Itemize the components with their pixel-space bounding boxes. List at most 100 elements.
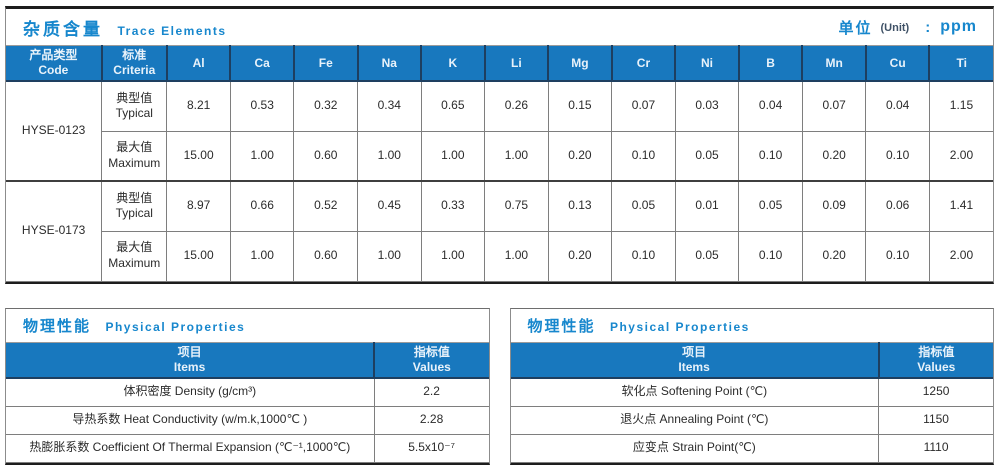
element-header: Cr xyxy=(610,45,676,82)
phys-header-row: 项目 Items 指标值 Values xyxy=(510,341,993,379)
table-row: 体积密度 Density (g/cm³) 2.2 xyxy=(6,377,489,407)
element-header: B xyxy=(737,45,803,82)
value-cell: 0.20 xyxy=(801,230,867,282)
value-cell: 0.04 xyxy=(738,80,803,132)
phys-title-cn: 物理性能 xyxy=(23,317,92,335)
value-cell: 15.00 xyxy=(166,230,231,282)
criteria-cell: 最大值 Maximum xyxy=(101,130,168,182)
phys-header-row: 项目 Items 指标值 Values xyxy=(6,341,489,379)
product-code-cell: HYSE-0123 xyxy=(6,80,103,182)
value-cell: 0.05 xyxy=(674,230,740,282)
value-cell: 0.52 xyxy=(293,180,359,232)
value-cell: 0.10 xyxy=(611,230,676,282)
table-row: 最大值 Maximum 15.00 1.00 0.60 1.00 1.00 1.… xyxy=(6,130,993,182)
table-row: 软化点 Softening Point (℃) 1250 xyxy=(510,377,993,407)
value-cell: 8.97 xyxy=(166,180,231,232)
table-row: HYSE-0173 典型值 Typical 8.97 0.66 0.52 0.4… xyxy=(6,180,993,282)
value-cell: 1.00 xyxy=(420,230,486,282)
criteria-cell: 典型值 Typical xyxy=(101,80,168,132)
value-cell: 1.00 xyxy=(229,130,295,182)
phys-title-en: Physical Properties xyxy=(105,319,246,334)
property-item-cell: 体积密度 Density (g/cm³) xyxy=(6,377,375,407)
value-cell: 0.75 xyxy=(484,180,549,232)
trace-table: 产品类型 Code 标准 Criteria Al Ca Fe Na K Li M… xyxy=(6,45,993,282)
value-cell: 15.00 xyxy=(166,130,231,182)
col-header-product: 产品类型 Code xyxy=(6,45,102,82)
element-header: K xyxy=(420,45,485,82)
phys-right-title-row: 物理性能 Physical Properties xyxy=(510,308,993,342)
element-header: Cu xyxy=(864,45,930,82)
value-cell: 0.05 xyxy=(611,180,676,232)
unit-indicator: 单位 (Unit) : ppm xyxy=(838,17,977,38)
value-cell: 1.00 xyxy=(357,230,422,282)
col-header-items: 项目 Items xyxy=(510,341,879,379)
value-cell: 1.41 xyxy=(928,180,993,232)
table-row: 热膨胀系数 Coefficient Of Thermal Expansion (… xyxy=(6,433,489,463)
criteria-cell: 典型值 Typical xyxy=(101,180,168,232)
value-cell: 0.34 xyxy=(357,80,422,132)
phys-right-title: 物理性能 Physical Properties xyxy=(528,315,750,336)
product-code-cell: HYSE-0173 xyxy=(6,180,103,282)
value-cell: 8.21 xyxy=(166,80,231,132)
property-value-cell: 1150 xyxy=(878,405,993,435)
value-cell: 0.01 xyxy=(674,180,740,232)
property-value-cell: 1250 xyxy=(878,377,993,407)
property-item-cell: 退火点 Annealing Point (℃) xyxy=(510,405,880,435)
value-cell: 0.20 xyxy=(801,130,867,182)
unit-paren: (Unit) xyxy=(880,21,910,34)
trace-title: 杂质含量 Trace Elements xyxy=(23,15,227,40)
element-header: Ni xyxy=(674,45,739,82)
col-header-values: 指标值 Values xyxy=(877,341,993,379)
property-value-cell: 2.28 xyxy=(373,405,489,435)
trace-header-row: 产品类型 Code 标准 Criteria Al Ca Fe Na K Li M… xyxy=(6,45,993,82)
value-cell: 0.05 xyxy=(738,180,803,232)
phys-title-cn: 物理性能 xyxy=(527,317,596,335)
element-header: Mg xyxy=(547,45,612,82)
value-cell: 1.00 xyxy=(484,130,549,182)
phys-left-title: 物理性能 Physical Properties xyxy=(23,315,245,336)
criteria-cell: 最大值 Maximum xyxy=(101,230,168,282)
physical-properties-left: 物理性能 Physical Properties 项目 Items 指标值 Va… xyxy=(5,307,490,465)
value-cell: 0.66 xyxy=(229,180,295,232)
value-cell: 0.10 xyxy=(865,130,930,182)
value-cell: 0.06 xyxy=(865,180,930,232)
trace-elements-section: 杂质含量 Trace Elements 单位 (Unit) : ppm 产品类型… xyxy=(5,6,994,284)
value-cell: 0.10 xyxy=(865,230,930,282)
unit-label: 单位 xyxy=(838,19,873,37)
property-value-cell: 1110 xyxy=(878,433,993,463)
element-header: Ti xyxy=(928,45,993,82)
property-item-cell: 导热系数 Heat Conductivity (w/m.k,1000℃ ) xyxy=(6,405,375,435)
value-cell: 0.15 xyxy=(547,80,613,132)
property-value-cell: 2.2 xyxy=(373,377,489,407)
property-item-cell: 应变点 Strain Point(℃) xyxy=(510,433,880,463)
table-row: 退火点 Annealing Point (℃) 1150 xyxy=(510,405,993,435)
value-cell: 0.65 xyxy=(420,80,486,132)
trace-title-en: Trace Elements xyxy=(117,23,227,38)
value-cell: 0.13 xyxy=(547,180,613,232)
element-header: Al xyxy=(165,45,231,82)
value-cell: 0.05 xyxy=(674,130,740,182)
value-cell: 0.10 xyxy=(611,130,676,182)
value-cell: 0.20 xyxy=(547,230,613,282)
value-cell: 1.00 xyxy=(229,230,295,282)
value-cell: 1.00 xyxy=(420,130,486,182)
element-header: Ca xyxy=(229,45,294,82)
table-row: 最大值 Maximum 15.00 1.00 0.60 1.00 1.00 1.… xyxy=(6,230,993,282)
trace-title-row: 杂质含量 Trace Elements 单位 (Unit) : ppm xyxy=(6,9,993,45)
property-item-cell: 软化点 Softening Point (℃) xyxy=(510,377,880,407)
value-cell: 0.09 xyxy=(801,180,867,232)
value-cell: 0.60 xyxy=(293,230,359,282)
value-cell: 1.15 xyxy=(928,80,993,132)
value-cell: 0.07 xyxy=(801,80,867,132)
table-row: 导热系数 Heat Conductivity (w/m.k,1000℃ ) 2.… xyxy=(6,405,489,435)
value-cell: 0.10 xyxy=(738,130,803,182)
phys-title-en: Physical Properties xyxy=(609,319,750,334)
value-cell: 2.00 xyxy=(928,230,993,282)
value-cell: 0.10 xyxy=(738,230,803,282)
unit-colon: : xyxy=(925,18,931,36)
value-cell: 0.07 xyxy=(611,80,676,132)
phys-left-title-row: 物理性能 Physical Properties xyxy=(6,308,489,342)
value-cell: 0.20 xyxy=(547,130,613,182)
trace-title-cn: 杂质含量 xyxy=(23,19,103,39)
